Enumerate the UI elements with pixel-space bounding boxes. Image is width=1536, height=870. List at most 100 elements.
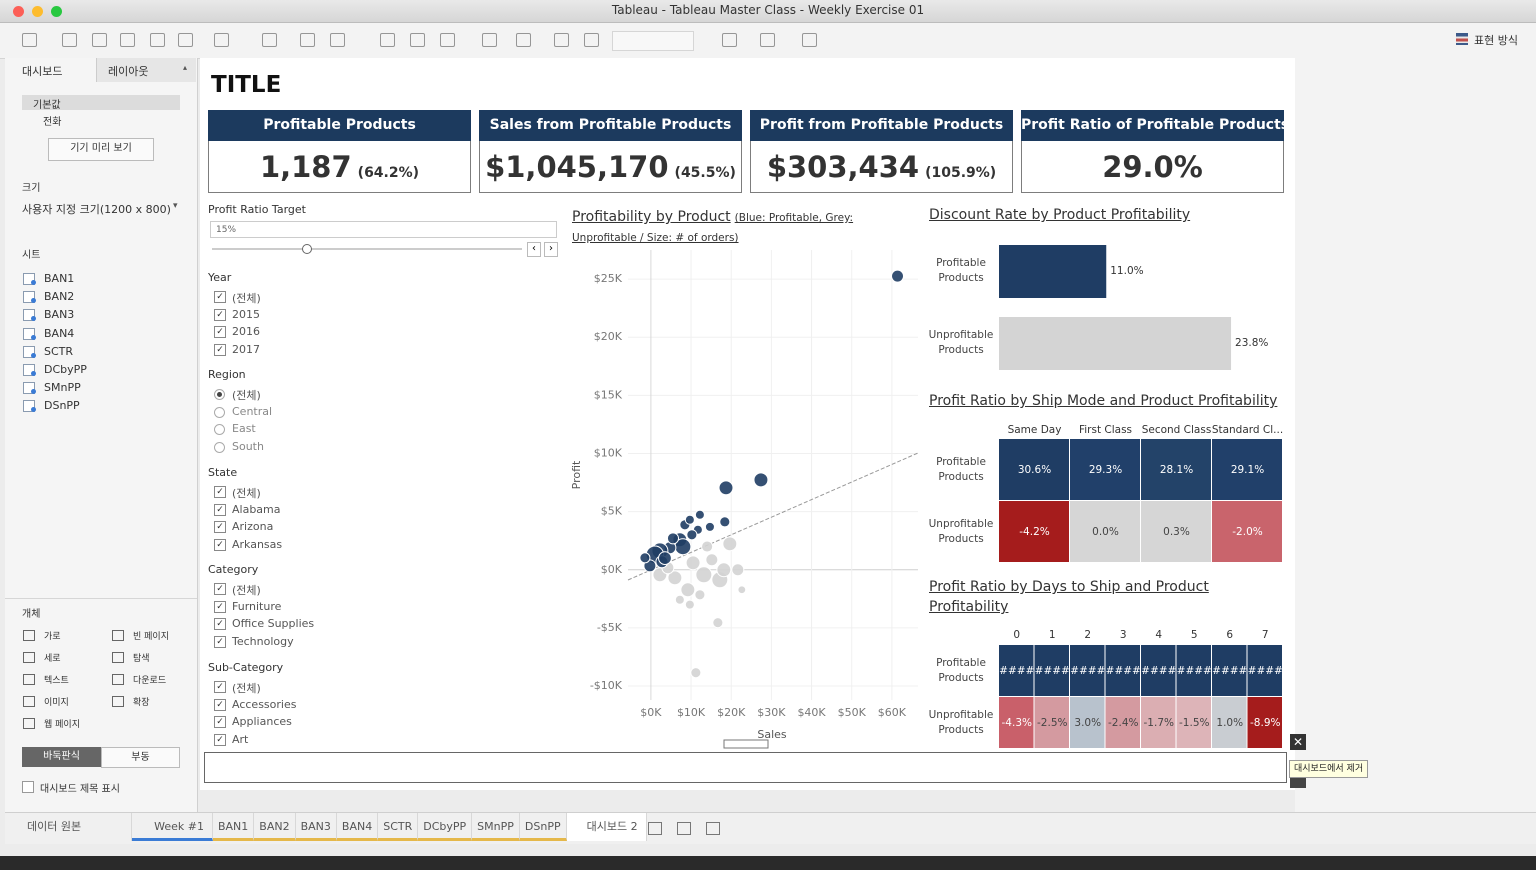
- toolbar-button[interactable]: [178, 33, 193, 47]
- object-item[interactable]: 텍스트: [44, 676, 69, 686]
- data-source-tab[interactable]: 데이터 원본: [5, 813, 133, 841]
- sheet-tab[interactable]: DSnPP: [519, 813, 567, 841]
- slider-next[interactable]: ›: [544, 242, 558, 257]
- filter-option[interactable]: (전체): [232, 292, 261, 305]
- checkbox[interactable]: ✓: [214, 308, 226, 321]
- remove-button[interactable]: ✕: [1290, 734, 1306, 750]
- checkbox[interactable]: ✓: [214, 681, 226, 693]
- checkbox[interactable]: [22, 781, 34, 793]
- new-sheet[interactable]: [648, 822, 662, 835]
- toolbar-button[interactable]: [722, 33, 737, 47]
- sheet-item[interactable]: SCTR: [44, 344, 74, 358]
- toolbar-button[interactable]: [262, 33, 277, 47]
- toolbar-button[interactable]: [300, 33, 315, 47]
- sheet-tab[interactable]: SMnPP: [472, 813, 520, 841]
- filter-option[interactable]: Central: [232, 404, 273, 418]
- checkbox[interactable]: ✓: [214, 503, 226, 516]
- object-icon[interactable]: [112, 652, 124, 663]
- filter-option[interactable]: Arizona: [232, 520, 274, 533]
- new-story[interactable]: [706, 822, 720, 835]
- checkbox[interactable]: ✓: [214, 291, 226, 303]
- object-item[interactable]: 탐색: [133, 654, 150, 664]
- sheet-item[interactable]: BAN1: [44, 272, 75, 285]
- object-icon[interactable]: [23, 630, 35, 641]
- toolbar-button[interactable]: [380, 33, 395, 47]
- toolbar-button[interactable]: [214, 33, 229, 47]
- checkbox[interactable]: ✓: [214, 716, 226, 728]
- object-item[interactable]: 가로: [44, 632, 61, 642]
- object-item[interactable]: 웹 페이지: [44, 720, 80, 730]
- checkbox[interactable]: ✓: [214, 538, 226, 551]
- filter-option[interactable]: Office Supplies: [232, 617, 315, 630]
- device-item[interactable]: 전화: [43, 117, 62, 128]
- checkbox[interactable]: ✓: [214, 583, 226, 595]
- filter-option[interactable]: South: [232, 439, 264, 453]
- sheet-tab[interactable]: BAN2: [254, 813, 296, 841]
- object-icon[interactable]: [112, 696, 124, 707]
- filter-option[interactable]: 2015: [232, 307, 260, 321]
- slider-thumb[interactable]: [302, 244, 312, 254]
- filter-option[interactable]: Technology: [232, 634, 294, 648]
- toolbar-button[interactable]: [516, 33, 531, 47]
- toolbar-button[interactable]: [92, 33, 107, 47]
- checkbox[interactable]: ✓: [214, 486, 226, 498]
- object-icon[interactable]: [112, 630, 124, 641]
- toolbar-button[interactable]: [330, 33, 345, 47]
- object-icon[interactable]: [23, 674, 35, 685]
- sheet-item[interactable]: BAN3: [44, 308, 75, 322]
- checkbox[interactable]: ✓: [214, 618, 226, 630]
- filter-option[interactable]: (전체): [232, 682, 261, 695]
- toolbar-button[interactable]: [440, 33, 455, 47]
- panel-tab[interactable]: 레이아웃: [96, 58, 196, 82]
- radio[interactable]: [214, 406, 225, 418]
- filter-option[interactable]: (전체): [232, 487, 261, 500]
- toolbar-button[interactable]: [62, 33, 77, 47]
- sheet-item[interactable]: BAN2: [44, 290, 75, 304]
- sheet-item[interactable]: DSnPP: [44, 399, 80, 413]
- object-item[interactable]: 빈 페이지: [133, 632, 169, 642]
- preview-button[interactable]: 기기 미리 보기: [48, 138, 154, 161]
- sheet-tab[interactable]: BAN3: [295, 813, 337, 841]
- parameter-input[interactable]: 15%: [210, 221, 557, 238]
- checkbox[interactable]: ✓: [214, 600, 226, 613]
- filter-option[interactable]: Furniture: [232, 599, 282, 613]
- size-dropdown[interactable]: 사용자 지정 크기(1200 x 800): [22, 203, 171, 216]
- filter-option[interactable]: Appliances: [232, 715, 292, 728]
- toolbar-button[interactable]: [120, 33, 135, 47]
- layout-mode-selected[interactable]: 바둑판식: [22, 747, 101, 767]
- checkbox[interactable]: ✓: [214, 635, 226, 648]
- toolbar-button[interactable]: [482, 33, 497, 47]
- checkbox-label[interactable]: 대시보드 제목 표시: [40, 784, 120, 795]
- filter-option[interactable]: (전체): [232, 389, 261, 402]
- toolbar-button[interactable]: [760, 33, 775, 47]
- sheet-tab[interactable]: Week #1: [132, 813, 213, 841]
- filter-option[interactable]: East: [232, 422, 256, 435]
- filter-option[interactable]: 2016: [232, 325, 260, 338]
- object-item[interactable]: 다운로드: [133, 676, 167, 686]
- checkbox[interactable]: ✓: [214, 343, 226, 356]
- filter-option[interactable]: Arkansas: [232, 537, 283, 551]
- sheet-tab[interactable]: DCbyPP: [418, 813, 473, 841]
- checkbox[interactable]: ✓: [214, 698, 226, 711]
- sheet-item[interactable]: BAN4: [44, 326, 75, 340]
- toolbar-button[interactable]: [410, 33, 425, 47]
- sheet-item[interactable]: SMnPP: [44, 381, 81, 395]
- filter-option[interactable]: (전체): [232, 584, 261, 597]
- object-icon[interactable]: [112, 674, 124, 685]
- object-icon[interactable]: [23, 652, 35, 663]
- show-me-icon[interactable]: [1456, 33, 1468, 45]
- show-me[interactable]: 표현 방식: [1474, 34, 1518, 47]
- zoom-window[interactable]: [51, 6, 62, 17]
- close-window[interactable]: [13, 6, 24, 17]
- object-item[interactable]: 이미지: [44, 698, 69, 708]
- sheet-tab[interactable]: BAN4: [336, 813, 379, 841]
- object-item[interactable]: 확장: [133, 698, 150, 708]
- device-item-selected[interactable]: 기본값: [22, 95, 180, 111]
- toolbar-button[interactable]: [584, 33, 599, 47]
- toolbar-dropdown[interactable]: [612, 31, 694, 51]
- filter-option[interactable]: Alabama: [232, 502, 281, 516]
- radio[interactable]: [214, 441, 225, 453]
- toolbar-button[interactable]: [802, 33, 817, 47]
- object-icon[interactable]: [23, 696, 35, 707]
- checkbox[interactable]: ✓: [214, 733, 226, 746]
